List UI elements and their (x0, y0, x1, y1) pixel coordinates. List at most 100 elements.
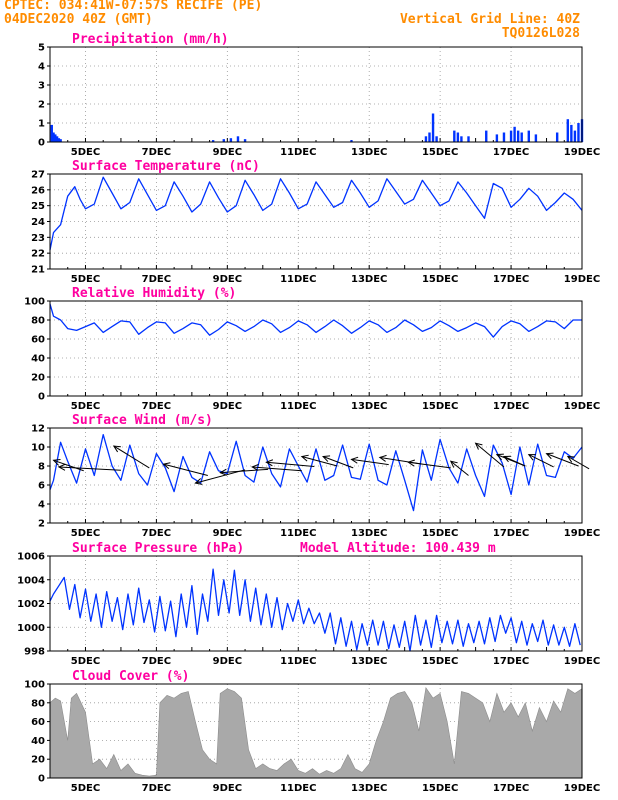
pres-x-tick-label: 15DEC (422, 656, 458, 667)
precip-x-tick-label: 15DEC (422, 147, 458, 158)
precip-bar (50, 124, 53, 142)
rh-title: Relative Humidity (%) (72, 286, 236, 301)
precip-bar (509, 130, 513, 142)
precip-x-tick-label: 5DEC (71, 147, 100, 158)
precip-bar (456, 132, 460, 142)
cloud-y-tick-label: 40 (31, 736, 45, 747)
rh-y-tick-label: 80 (31, 316, 45, 327)
temp-y-tick-label: 22 (31, 249, 45, 260)
pres-y-tick-label: 1000 (17, 623, 45, 634)
precip-y-tick-label: 1 (38, 119, 45, 130)
wind-vector (408, 461, 451, 469)
wind-vector-head (112, 445, 121, 453)
precip-bar (424, 136, 428, 142)
precip-bar (59, 139, 62, 142)
pres-subtitle: Model Altitude: 100.439 m (300, 541, 496, 556)
rh-y-tick-label: 100 (24, 297, 45, 308)
wind-title: Surface Wind (m/s) (72, 413, 213, 428)
wind-vector-head (194, 478, 203, 485)
temp-y-tick-label: 27 (31, 170, 45, 181)
wind-vector-head (449, 460, 458, 468)
precip-bar (555, 132, 559, 142)
wind-vector (220, 468, 269, 474)
wind-vector (475, 442, 505, 468)
wind-vector (195, 469, 246, 484)
precip-bar (229, 138, 233, 142)
rh-x-tick-label: 15DEC (422, 401, 458, 412)
wind-vector-head (251, 463, 259, 471)
pres-x-tick-label: 19DEC (564, 656, 600, 667)
precip-x-tick-label: 13DEC (351, 147, 387, 158)
wind-panel: 2 4 6 8 10 12 5DEC 7DEC 9DEC 11DEC 13DEC 15DEC 17DEC… (31, 413, 600, 539)
wind-vector-head (495, 453, 504, 461)
wind-vector (113, 445, 150, 469)
cloud-y-tick-label: 0 (38, 774, 45, 785)
temp-x-tick-label: 17DEC (493, 274, 529, 285)
precip-x-tick-label: 7DEC (142, 147, 171, 158)
precip-bar (570, 124, 573, 142)
cloud-cover-area (49, 687, 583, 779)
precip-bar (222, 139, 225, 142)
precip-y-tick-label: 4 (38, 62, 45, 73)
precip-x-tick-label: 11DEC (280, 147, 316, 158)
precip-bar (243, 139, 247, 142)
rh-panel: 0 20 40 60 80 100 5DEC 7DEC 9DEC 11DEC 13DEC 15DEC 1… (24, 286, 600, 412)
precip-y-tick-label: 2 (38, 100, 45, 111)
wind-y-tick-label: 2 (38, 519, 45, 530)
precip-bar (57, 138, 61, 142)
wind-vector (528, 454, 554, 468)
precip-x-tick-label: 9DEC (213, 147, 242, 158)
temp-panel: 21 22 23 24 25 26 27 5DEC 7DEC 9DEC 11DEC 13DEC 15DE… (31, 159, 600, 285)
wind-vector (351, 458, 389, 466)
pres-y-tick-label: 998 (24, 647, 45, 658)
precip-bar (54, 134, 57, 142)
cloud-x-tick-label: 11DEC (280, 783, 316, 794)
cloud-y-tick-label: 20 (31, 755, 45, 766)
wind-y-tick-label: 6 (38, 481, 45, 492)
pres-x-tick-label: 5DEC (71, 656, 100, 667)
precip-x-tick-label: 17DEC (493, 147, 529, 158)
precip-y-tick-label: 0 (38, 138, 45, 149)
wind-y-tick-label: 8 (38, 462, 45, 473)
precip-frame (49, 46, 583, 143)
wind-vector-head (407, 459, 416, 467)
wind-x-tick-label: 11DEC (280, 528, 316, 539)
run-date: 04DEC2020 40Z (GMT) (4, 12, 153, 27)
cloud-y-tick-label: 60 (31, 717, 45, 728)
wind-vector-head (52, 458, 61, 466)
wind-vector (58, 466, 121, 471)
pres-x-tick-label: 13DEC (351, 656, 387, 667)
pres-y-tick-label: 1002 (17, 599, 45, 610)
precip-bar (516, 130, 520, 142)
temp-x-tick-label: 5DEC (71, 274, 100, 285)
precip-title: Precipitation (mm/h) (72, 32, 229, 47)
wind-vector (252, 466, 302, 472)
cloud-x-tick-label: 9DEC (213, 783, 242, 794)
vertical-grid-note: Vertical Grid Line: 40Z (399, 12, 580, 27)
temp-x-tick-label: 15DEC (422, 274, 458, 285)
cloud-x-tick-label: 15DEC (422, 783, 458, 794)
precip-bar (577, 123, 580, 142)
precip-bar (534, 134, 538, 142)
pres-title: Surface Pressure (hPa) (72, 541, 244, 556)
wind-y-tick-label: 4 (38, 500, 45, 511)
precip-y-tick-label: 5 (38, 43, 45, 54)
temp-y-tick-label: 25 (31, 201, 45, 212)
pres-x-tick-label: 7DEC (142, 656, 171, 667)
rh-frame (49, 300, 583, 397)
precip-bar (52, 132, 55, 142)
wind-series-line (49, 433, 583, 512)
cloud-x-tick-label: 7DEC (142, 783, 171, 794)
temp-x-tick-label: 9DEC (213, 274, 242, 285)
rh-x-tick-label: 5DEC (71, 401, 100, 412)
precip-bar (467, 136, 470, 142)
wind-vector-head (57, 463, 66, 471)
rh-x-tick-label: 19DEC (564, 401, 600, 412)
wind-vector-head (322, 455, 331, 462)
rh-x-tick-label: 17DEC (493, 401, 529, 412)
temp-x-tick-label: 11DEC (280, 274, 316, 285)
wind-x-tick-label: 17DEC (493, 528, 529, 539)
temp-y-tick-label: 24 (31, 217, 45, 228)
wind-vector (567, 456, 590, 470)
wind-frame (49, 427, 583, 524)
